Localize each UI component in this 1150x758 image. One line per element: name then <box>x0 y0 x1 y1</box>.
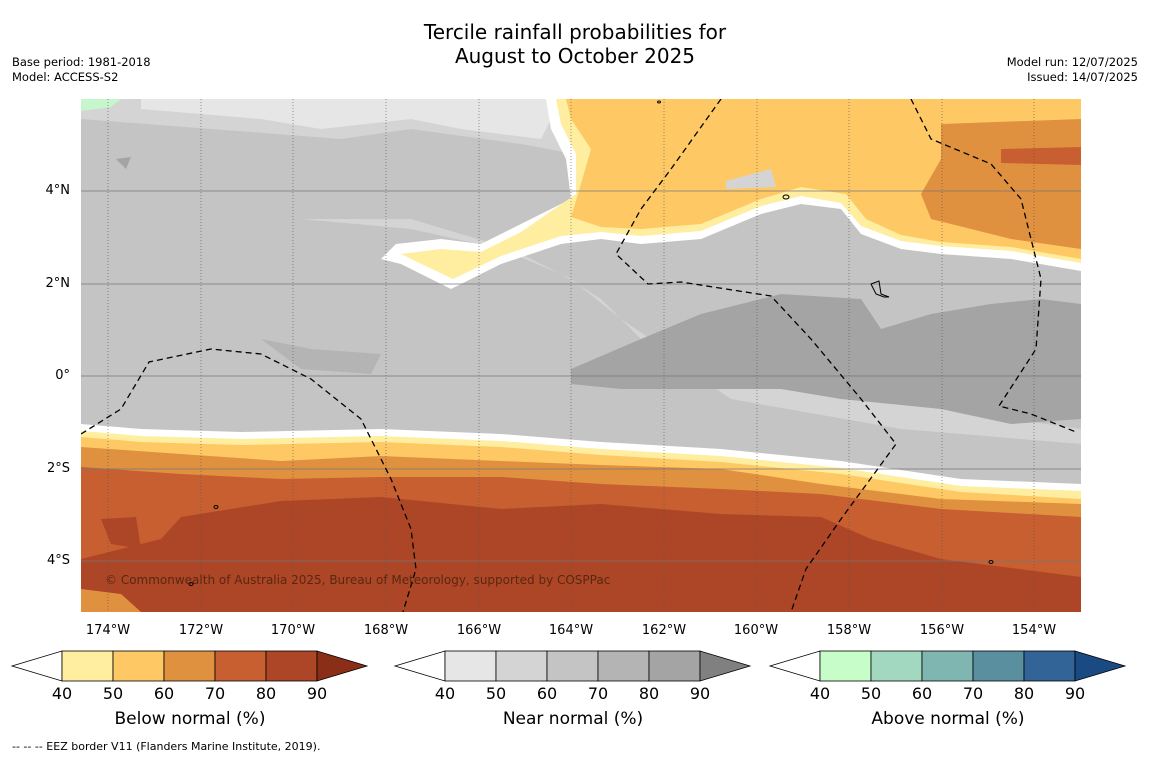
colorbar-below-normal <box>10 650 369 682</box>
colorbar-segment <box>444 650 497 682</box>
above-normal-40-corner <box>81 99 121 111</box>
colorbar-segment <box>648 650 701 682</box>
eez-footnote: -- -- -- EEZ border V11 (Flanders Marine… <box>12 740 321 753</box>
eez-border-central <box>615 99 897 612</box>
model-run: Model run: 12/07/2025 <box>1006 55 1138 69</box>
colorbar-segment <box>819 650 872 682</box>
lon-label: 174°W <box>85 623 131 638</box>
colorbar-tick-label: 40 <box>51 684 73 703</box>
colorbar-near-normal <box>393 650 752 682</box>
colorbar-tick-label: 60 <box>536 684 558 703</box>
colorbar-tick-label: 90 <box>1064 684 1086 703</box>
lon-label: 164°W <box>548 623 594 638</box>
colorbar-high-extend <box>1074 650 1127 682</box>
colorbar-segment <box>495 650 548 682</box>
colorbar-high-extend <box>316 650 369 682</box>
colorbar-tick-label: 80 <box>255 684 277 703</box>
colorbar-low-extend <box>10 650 63 682</box>
colorbar-segment <box>61 650 114 682</box>
map-title-line2: August to October 2025 <box>454 44 696 68</box>
colorbar-title-below: Below normal (%) <box>114 709 266 729</box>
colorbar-title-near: Near normal (%) <box>502 709 644 729</box>
colorbar-segment <box>214 650 267 682</box>
colorbars-svg <box>10 650 1127 682</box>
colorbar-tick-label: 60 <box>153 684 175 703</box>
lat-label: 2°N <box>45 276 71 291</box>
below-normal-70-corner <box>81 589 141 612</box>
map-area <box>81 99 1081 612</box>
colorbar-segment <box>972 650 1025 682</box>
colorbar-low-extend <box>393 650 446 682</box>
issued-date: Issued: 14/07/2025 <box>1027 70 1138 84</box>
below-normal-90-patch <box>101 517 141 549</box>
colorbar-segment <box>1023 650 1076 682</box>
colorbar-tick-label: 80 <box>1013 684 1035 703</box>
colorbar-tick-label: 50 <box>860 684 882 703</box>
below-normal-90-south <box>81 497 1081 612</box>
lon-label: 154°W <box>1011 623 1057 638</box>
lon-label: 158°W <box>826 623 872 638</box>
meta-left: Base period: 1981-2018 Model: ACCESS-S2 <box>12 55 151 85</box>
colorbar-segment <box>163 650 216 682</box>
parallel-lines <box>81 190 1081 562</box>
model-name: Model: ACCESS-S2 <box>12 70 119 84</box>
colorbar-tick-label: 90 <box>689 684 711 703</box>
lon-label: 170°W <box>270 623 316 638</box>
colorbar-tick-label: 50 <box>102 684 124 703</box>
colorbar-tick-label: 40 <box>809 684 831 703</box>
eez-border-west <box>81 348 417 612</box>
colorbar-tick-label: 60 <box>911 684 933 703</box>
colorbar-tick-label: 80 <box>638 684 660 703</box>
colorbar-segment <box>112 650 165 682</box>
near-normal-80-patch <box>116 157 131 169</box>
map-copyright: © Commonwealth of Australia 2025, Bureau… <box>105 573 611 587</box>
below-normal-80-north <box>1001 147 1081 165</box>
colorbar-above-normal <box>768 650 1127 682</box>
colorbar-segment <box>597 650 650 682</box>
colorbar-tick-label: 40 <box>434 684 456 703</box>
base-period: Base period: 1981-2018 <box>12 55 151 69</box>
colorbar-title-above: Above normal (%) <box>871 709 1025 729</box>
colorbar-tick-label: 50 <box>485 684 507 703</box>
islands <box>188 100 994 586</box>
colorbar-segment <box>265 650 318 682</box>
meta-right: Model run: 12/07/2025 Issued: 14/07/2025 <box>1007 55 1138 85</box>
map-svg <box>81 99 1081 612</box>
island-icon <box>188 582 194 586</box>
colorbar-segment <box>921 650 974 682</box>
colorbar-segment <box>546 650 599 682</box>
near-normal-island-patch <box>726 169 776 189</box>
colorbar-segment <box>870 650 923 682</box>
near-normal-40-region <box>141 99 561 139</box>
lat-label: 0° <box>55 368 70 383</box>
lat-label: 4°N <box>45 183 71 198</box>
eez-borders <box>81 99 1077 612</box>
colorbar-tick-label: 70 <box>962 684 984 703</box>
lon-label: 166°W <box>456 623 502 638</box>
lat-label: 4°S <box>46 553 70 568</box>
lon-label: 156°W <box>919 623 965 638</box>
island-icon <box>988 560 994 564</box>
lon-label: 168°W <box>363 623 409 638</box>
colorbar-high-extend <box>699 650 752 682</box>
map-title: Tercile rainfall probabilities for Augus… <box>0 20 1150 68</box>
island-icon <box>870 280 890 298</box>
island-icon <box>657 100 661 104</box>
island-icon <box>782 194 790 200</box>
lon-label: 172°W <box>178 623 224 638</box>
colorbar-low-extend <box>768 650 821 682</box>
colorbar-tick-label: 90 <box>306 684 328 703</box>
near-normal-80-region <box>571 294 1081 424</box>
colorbar-tick-label: 70 <box>204 684 226 703</box>
island-icon <box>213 505 219 509</box>
near-normal-70-patch <box>261 339 381 374</box>
colorbar-tick-label: 70 <box>587 684 609 703</box>
lon-label: 162°W <box>641 623 687 638</box>
lat-label: 2°S <box>46 461 70 476</box>
map-title-line1: Tercile rainfall probabilities for <box>423 20 727 44</box>
lon-label: 160°W <box>733 623 779 638</box>
